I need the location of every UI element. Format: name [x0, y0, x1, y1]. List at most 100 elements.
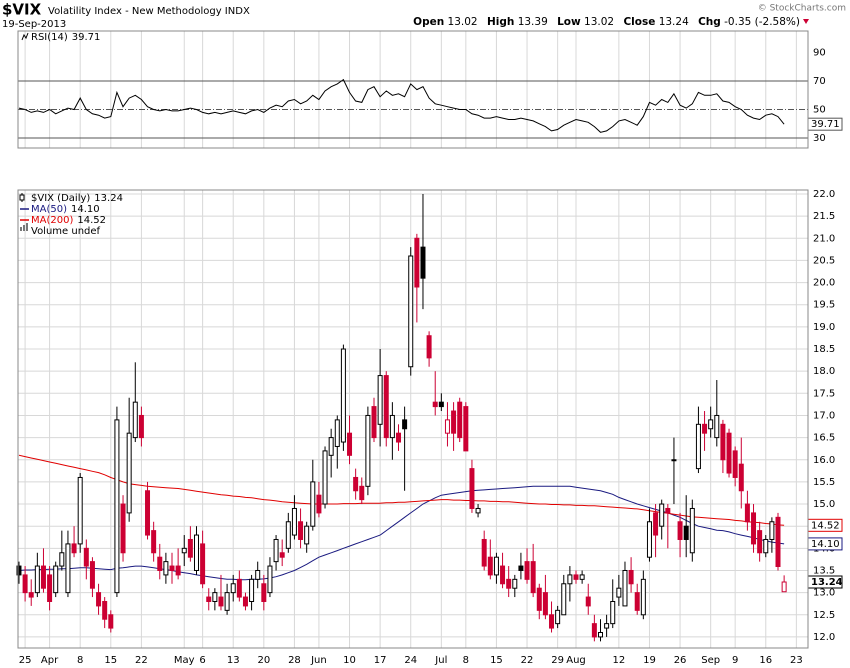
candle-body — [420, 246, 426, 279]
candle-body — [16, 565, 22, 576]
candle-body — [193, 534, 199, 571]
legend-entry: $VIX (Daily) 13.24 — [31, 193, 123, 204]
symbol: $VIX — [2, 1, 42, 19]
candle-body — [151, 530, 157, 554]
price-frame — [17, 189, 809, 649]
candle-body — [555, 609, 561, 625]
candle-body — [65, 543, 71, 594]
candle-body — [291, 507, 297, 536]
candle-body — [744, 503, 750, 523]
x-tick-label: Apr — [41, 655, 59, 666]
candle-body — [273, 538, 279, 563]
candle-body — [126, 432, 132, 514]
candle-body — [475, 507, 481, 514]
legend-name: MA(200) — [31, 215, 73, 226]
candle-body — [120, 503, 126, 554]
candle-body — [212, 592, 218, 602]
quote-label: Open — [413, 16, 444, 28]
candle-body — [298, 521, 304, 540]
candle-body — [628, 569, 634, 585]
legend-entry: MA(200) 14.52 — [31, 215, 106, 226]
candle-body — [242, 596, 248, 607]
candle-body — [665, 507, 671, 514]
y-tick-label: 19.0 — [813, 322, 835, 333]
candle-body — [347, 432, 353, 456]
date: 19-Sep-2013 — [2, 19, 66, 30]
candle-body — [732, 450, 738, 478]
x-tick-label: 15 — [104, 655, 117, 666]
candle-body — [59, 552, 65, 567]
y-tick-label: 12.5 — [813, 610, 835, 621]
candle-body — [28, 592, 34, 598]
rsi-frame — [17, 30, 809, 149]
candle-body — [512, 578, 518, 589]
candle-body — [371, 406, 377, 439]
x-tick-label: 6 — [199, 655, 205, 666]
candle-body — [334, 419, 340, 447]
candle-body — [720, 423, 726, 461]
candle-body — [493, 556, 499, 576]
candle-body — [591, 623, 597, 638]
candle-body — [646, 521, 652, 558]
value-tag-label: 14.52 — [811, 520, 840, 531]
candle-body — [653, 512, 659, 536]
y-tick-label: 70 — [813, 76, 826, 87]
y-tick-label: 50 — [813, 105, 826, 116]
y-tick-label: 18.5 — [813, 344, 835, 355]
x-tick-label: 23 — [790, 655, 803, 666]
candle-body — [22, 574, 28, 594]
y-tick-label: 16.5 — [813, 433, 835, 444]
y-tick-label: 21.0 — [813, 233, 835, 244]
candle-body — [40, 565, 46, 589]
candle-body — [530, 561, 536, 594]
down-arrow — [803, 19, 809, 24]
legend-icon — [26, 223, 28, 231]
legend-name: $VIX (Daily) — [31, 193, 90, 204]
x-tick-label: 16 — [759, 655, 772, 666]
candle-body — [395, 432, 401, 443]
candle-body — [506, 578, 512, 589]
candle-body — [230, 583, 236, 594]
candle-body — [261, 583, 267, 602]
candle-body — [359, 485, 365, 501]
y-tick-label: 17.5 — [813, 388, 835, 399]
candle-body — [616, 587, 622, 598]
candle-body — [444, 419, 450, 434]
x-tick-label: 12 — [612, 655, 625, 666]
legend-value: 39.71 — [72, 32, 101, 43]
candle-body — [138, 414, 144, 439]
line — [18, 78, 785, 133]
candle-body — [702, 423, 708, 434]
y-tick-label: 20.5 — [813, 255, 835, 266]
candle-body — [524, 561, 530, 580]
legend-entry: RSI(14) 39.71 — [31, 32, 100, 43]
legend-name: RSI(14) — [31, 32, 68, 43]
y-tick-label: 90 — [813, 48, 826, 59]
candle-body — [610, 600, 616, 625]
candle-body — [689, 507, 695, 554]
value-tag-label: 14.10 — [811, 539, 840, 550]
x-tick-label: Jul — [434, 655, 447, 666]
x-tick-label: 15 — [490, 655, 503, 666]
quote-value: 13.24 — [659, 16, 689, 28]
x-tick-label: 25 — [19, 655, 32, 666]
candle-body — [310, 481, 316, 527]
candle-body — [267, 565, 273, 594]
x-tick-label: 17 — [374, 655, 387, 666]
quote-label: Chg — [698, 16, 721, 28]
candle-body — [585, 596, 591, 607]
candle-body — [218, 596, 224, 607]
x-tick-label: 24 — [404, 655, 417, 666]
candle-body — [518, 565, 524, 571]
candle-body — [108, 614, 114, 629]
x-tick-label: 20 — [257, 655, 270, 666]
value-tag-label: 39.71 — [811, 119, 840, 130]
candle-body — [187, 538, 193, 558]
x-tick-label: May — [174, 655, 195, 666]
candle-body — [304, 525, 310, 545]
legend-icon — [23, 225, 25, 231]
y-tick-label: 15.5 — [813, 477, 835, 488]
legend-value: 13.24 — [94, 193, 123, 204]
candle-body — [163, 561, 169, 576]
legend-icon — [20, 227, 22, 231]
